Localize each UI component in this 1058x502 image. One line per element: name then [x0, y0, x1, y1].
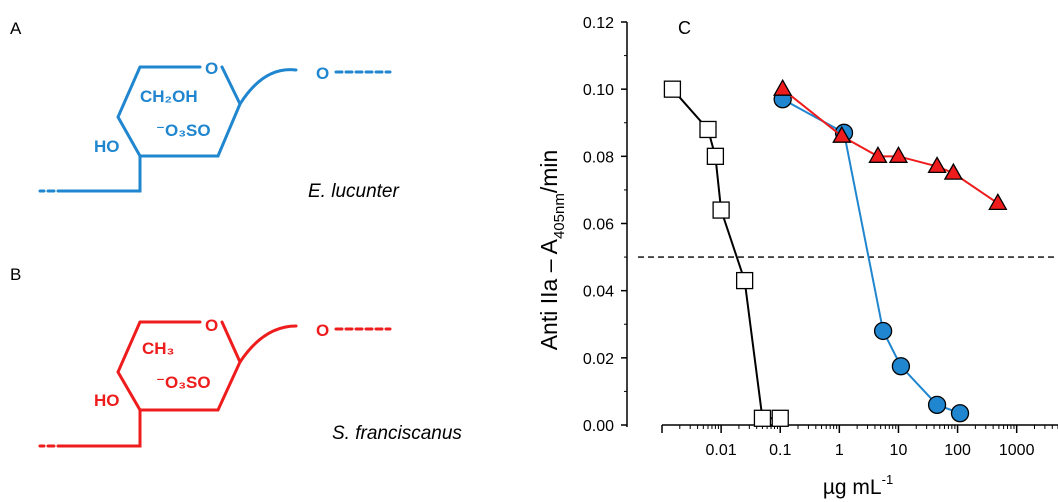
linkage-oxygen-label: O: [316, 64, 329, 83]
hydroxyl-label: HO: [94, 137, 120, 156]
ring-oxygen-label: O: [205, 59, 218, 78]
species-b-label: S. franciscanus: [332, 423, 462, 444]
linkage-bond: [238, 68, 298, 106]
sulfate-label: ⁻O₃SO: [156, 121, 211, 140]
panel-a-letter: A: [10, 19, 22, 38]
ring-bond: [116, 65, 242, 158]
substituent-label: CH₂OH: [140, 87, 198, 106]
panel-b-letter: B: [10, 265, 22, 284]
species-a-label: E. lucunter: [308, 181, 399, 202]
ring-bond: [62, 154, 142, 193]
